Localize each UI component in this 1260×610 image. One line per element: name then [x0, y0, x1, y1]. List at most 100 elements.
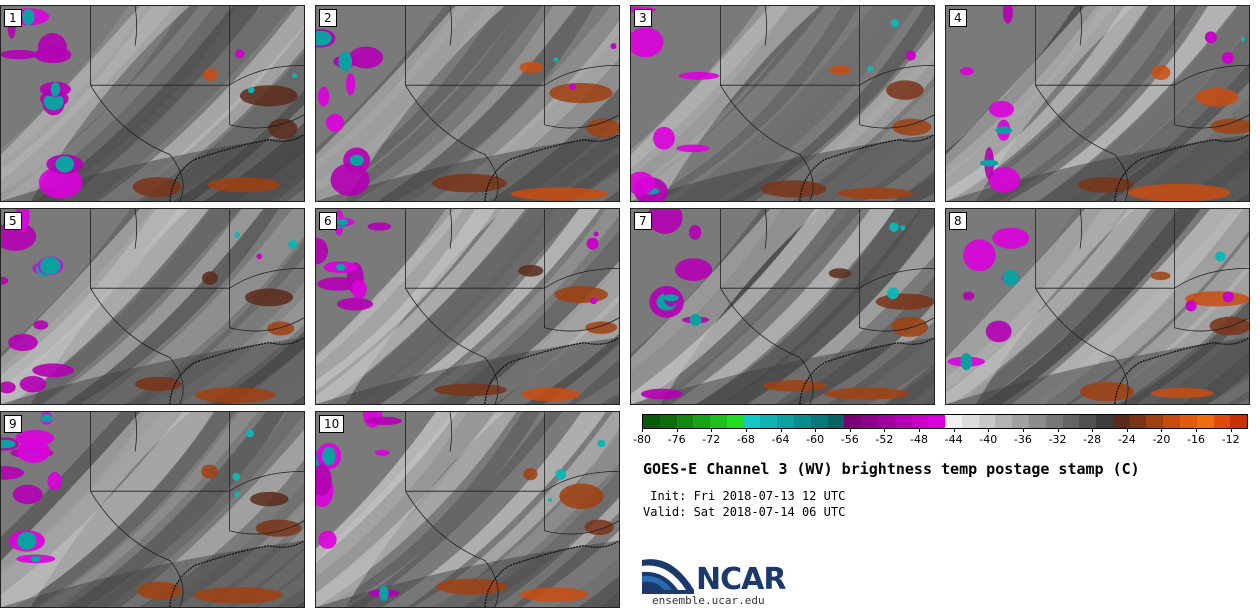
- wv-imagery: [946, 6, 1249, 201]
- member-panel-1: 1: [0, 5, 305, 202]
- colorbar-tick-label: -76: [667, 433, 686, 446]
- colorbar-tick-label: -32: [1048, 433, 1067, 446]
- colorbar-cell: [777, 415, 795, 428]
- colorbar-cell: [827, 415, 845, 428]
- colorbar-tick: [1161, 428, 1163, 432]
- member-label: 6: [319, 212, 337, 230]
- member-label: 10: [319, 415, 345, 433]
- colorbar-tick: [780, 428, 782, 432]
- wv-imagery: [946, 209, 1249, 404]
- colorbar-tick: [1196, 428, 1198, 432]
- member-panel-4: 4: [945, 5, 1250, 202]
- colorbar-cell: [676, 415, 694, 428]
- colorbar-tick-label: -16: [1187, 433, 1206, 446]
- colorbar-tick: [676, 428, 678, 432]
- member-label: 3: [634, 9, 652, 27]
- colorbar-cell: [1230, 415, 1248, 428]
- ncar-swoosh-stripe: [642, 565, 686, 590]
- colorbar-tick-label: -72: [702, 433, 721, 446]
- colorbar-cell: [995, 415, 1013, 428]
- wv-imagery: [631, 6, 934, 201]
- colorbar-tick-label: -40: [979, 433, 998, 446]
- site-url: ensemble.ucar.edu: [652, 594, 765, 607]
- colorbar-tick: [1057, 428, 1059, 432]
- colorbar-tick-label: -24: [1117, 433, 1136, 446]
- colorbar-tick: [745, 428, 747, 432]
- colorbar-cell: [1045, 415, 1063, 428]
- wv-imagery: [316, 209, 619, 404]
- colorbar-cell: [1112, 415, 1130, 428]
- colorbar-tick-label: -12: [1221, 433, 1240, 446]
- colorbar-cell: [978, 415, 996, 428]
- colorbar-cell: [1028, 415, 1046, 428]
- colorbar-tick: [884, 428, 886, 432]
- colorbar-tick: [1022, 428, 1024, 432]
- member-label: 2: [319, 9, 337, 27]
- ncar-wordmark: NCAR: [696, 562, 786, 597]
- member-panel-2: 2: [315, 5, 620, 202]
- wv-imagery: [631, 209, 934, 404]
- colorbar-tick-label: -56: [840, 433, 859, 446]
- colorbar-tick-label: -36: [1013, 433, 1032, 446]
- colorbar-cell: [961, 415, 979, 428]
- colorbar-cell: [844, 415, 862, 428]
- colorbar-tick: [1230, 428, 1232, 432]
- colorbar-tick-label: -44: [944, 433, 963, 446]
- colorbar-tick: [919, 428, 921, 432]
- colorbar-tick: [953, 428, 955, 432]
- colorbar-cell: [1146, 415, 1164, 428]
- colorbar-cell: [1213, 415, 1231, 428]
- colorbar-tick: [988, 428, 990, 432]
- colorbar-cell: [1062, 415, 1080, 428]
- colorbar-cell: [760, 415, 778, 428]
- colorbar-cell: [1163, 415, 1180, 428]
- colorbar-tick-label: -20: [1152, 433, 1171, 446]
- colorbar-cell: [1096, 415, 1113, 428]
- member-label: 1: [4, 9, 22, 27]
- colorbar-tick-label: -48: [910, 433, 928, 446]
- figure-title: GOES-E Channel 3 (WV) brightness temp po…: [643, 460, 1140, 478]
- colorbar-cell: [894, 415, 912, 428]
- colorbar-tick: [815, 428, 817, 432]
- colorbar-cell: [1129, 415, 1147, 428]
- colorbar-tick: [1092, 428, 1094, 432]
- colorbar-tick-label: -28: [1083, 433, 1102, 446]
- member-panel-10: 10: [315, 411, 620, 608]
- colorbar-tick: [642, 428, 643, 432]
- colorbar-cell: [710, 415, 727, 428]
- colorbar-tick: [849, 428, 851, 432]
- colorbar-tick: [1126, 428, 1128, 432]
- member-label: 4: [949, 9, 967, 27]
- valid-time: Valid: Sat 2018-07-14 06 UTC: [643, 505, 846, 519]
- member-panel-3: 3: [630, 5, 935, 202]
- colorbar-cell: [861, 415, 878, 428]
- wv-imagery: [1, 209, 304, 404]
- colorbar-tick-label: -60: [806, 433, 825, 446]
- colorbar-cell: [911, 415, 929, 428]
- member-panel-7: 7: [630, 208, 935, 405]
- member-label: 5: [4, 212, 22, 230]
- member-panel-9: 9: [0, 411, 305, 608]
- colorbar-tick-label: -64: [771, 433, 790, 446]
- wv-imagery: [1, 412, 304, 607]
- wv-imagery: [316, 412, 619, 607]
- colorbar-tick-label: -80: [633, 433, 651, 446]
- colorbar-cell: [945, 415, 962, 428]
- colorbar-tick: [711, 428, 713, 432]
- colorbar-cell: [726, 415, 744, 428]
- colorbar-cell: [810, 415, 828, 428]
- colorbar-cell: [1180, 415, 1197, 428]
- colorbar-tick-label: -68: [736, 433, 755, 446]
- member-panel-5: 5: [0, 208, 305, 405]
- ncar-logo: [642, 559, 694, 594]
- init-time: Init: Fri 2018-07-13 12 UTC: [643, 489, 846, 503]
- colorbar-cell: [1196, 415, 1214, 428]
- member-panel-8: 8: [945, 208, 1250, 405]
- member-label: 7: [634, 212, 652, 230]
- colorbar-cell: [928, 415, 946, 428]
- colorbar-cell: [659, 415, 677, 428]
- member-label: 9: [4, 415, 22, 433]
- member-label: 8: [949, 212, 967, 230]
- colorbar: [642, 414, 1248, 429]
- colorbar-cell: [643, 415, 660, 428]
